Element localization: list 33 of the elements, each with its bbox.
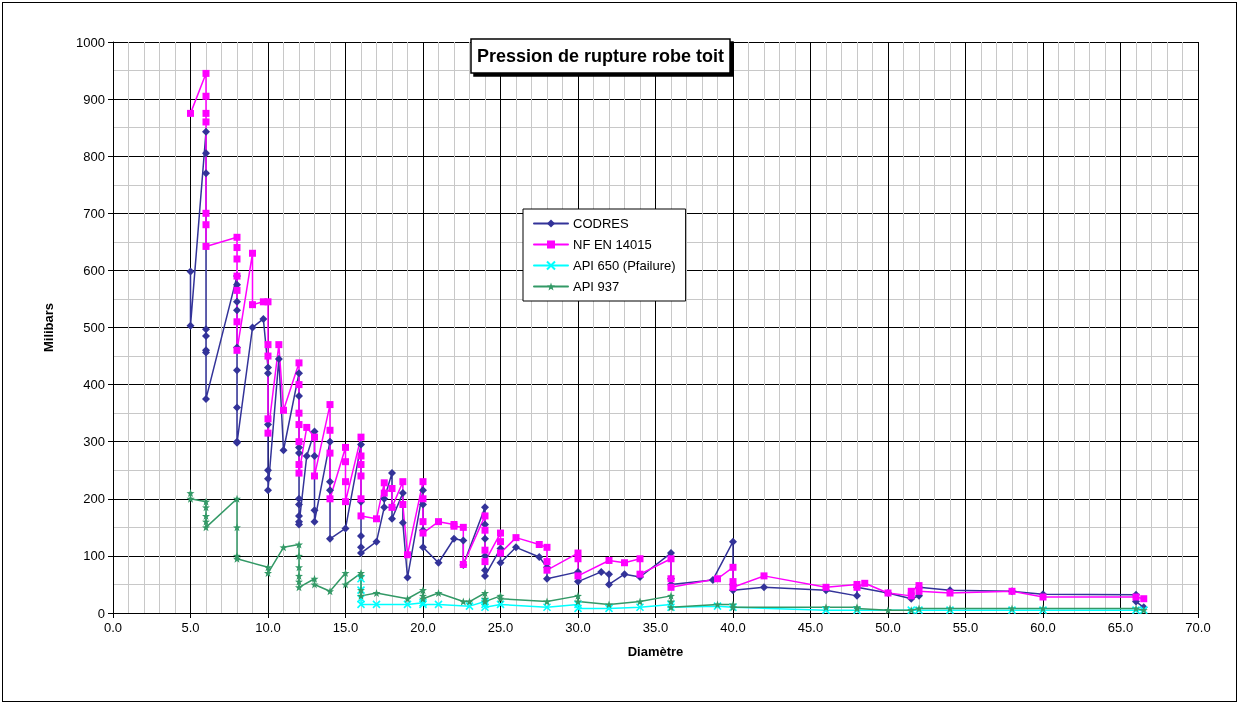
x-tick-label: 60.0 [1030, 620, 1056, 635]
y-tick-label: 1000 [76, 34, 105, 50]
y-tick-label: 500 [83, 320, 105, 335]
x-tick-label: 70.0 [1185, 620, 1211, 635]
legend-label: CODRES [573, 216, 629, 231]
y-tick-label: 200 [83, 491, 105, 507]
legend-label: API 937 [573, 279, 620, 294]
x-tick-label: 30.0 [565, 620, 591, 635]
y-tick-label: 100 [83, 548, 105, 564]
x-tick-label: 0.0 [103, 620, 123, 635]
x-tick-label: 40.0 [720, 620, 746, 635]
x-tick-label: 25.0 [487, 620, 514, 635]
x-tick-label: 50.0 [875, 620, 901, 635]
y-tick-label: 400 [83, 377, 105, 393]
x-tick-label: 45.0 [797, 620, 824, 635]
y-tick-label: 900 [83, 91, 105, 107]
legend-label: NF EN 14015 [573, 237, 652, 252]
x-tick-label: 10.0 [255, 620, 281, 635]
y-axis-title: Milibars [41, 302, 56, 353]
y-tick-label: 300 [83, 434, 105, 450]
x-tick-label: 65.0 [1107, 620, 1134, 635]
x-tick-label: 35.0 [642, 620, 669, 635]
x-tick-label: 20.0 [410, 620, 436, 635]
x-tick-label: 15.0 [332, 620, 359, 635]
y-tick-label: 0 [97, 605, 105, 621]
y-tick-label: 800 [83, 148, 105, 164]
y-tick-label: 700 [83, 205, 105, 221]
y-tick-label: 600 [83, 262, 105, 278]
x-tick-label: 5.0 [181, 620, 200, 635]
legend-label: API 650 (Pfailure) [573, 258, 676, 273]
x-tick-label: 55.0 [952, 620, 979, 635]
chart-title: Pression de rupture robe toit [477, 46, 725, 66]
x-axis-title: Diamètre [627, 644, 684, 659]
